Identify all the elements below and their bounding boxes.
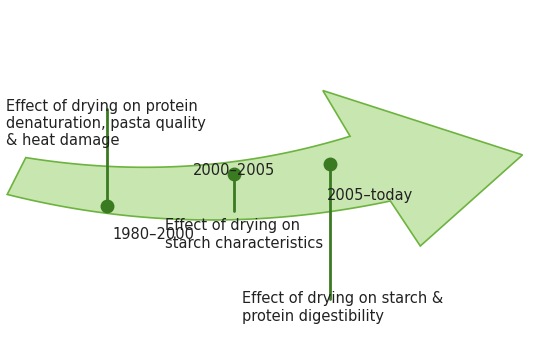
Text: 2005–today: 2005–today — [327, 188, 414, 203]
Text: Effect of drying on starch &
protein digestibility: Effect of drying on starch & protein dig… — [242, 291, 443, 324]
Text: Effect of drying on protein
denaturation, pasta quality
& heat damage: Effect of drying on protein denaturation… — [6, 99, 205, 148]
Text: Effect of drying on
starch characteristics: Effect of drying on starch characteristi… — [165, 218, 323, 251]
Text: 2000–2005: 2000–2005 — [192, 163, 275, 178]
Text: 1980–2000: 1980–2000 — [113, 227, 195, 242]
Polygon shape — [7, 90, 522, 246]
